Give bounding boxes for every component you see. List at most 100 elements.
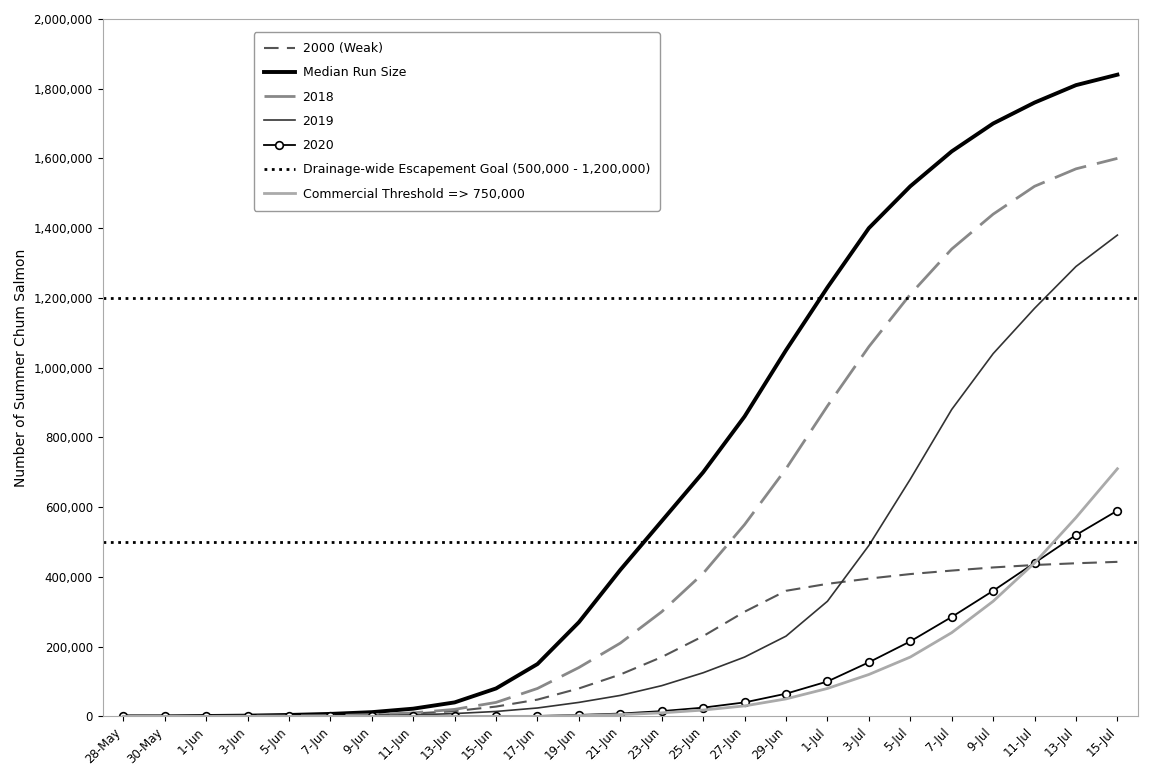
Commercial Threshold => 750,000 [573, 711, 586, 721]
Median Run Size [407, 704, 420, 714]
2020 [1111, 506, 1124, 516]
2000 (Weak) [199, 711, 213, 721]
Commercial Threshold => 750,000 [779, 694, 793, 704]
2000 (Weak) [613, 670, 627, 679]
2020 [158, 711, 172, 721]
2000 (Weak) [407, 709, 420, 718]
Commercial Threshold => 750,000 [1069, 513, 1083, 523]
Median Run Size [490, 684, 503, 693]
Commercial Threshold => 750,000 [324, 711, 338, 721]
2020 [986, 586, 1000, 595]
Median Run Size [116, 711, 130, 721]
2020 [448, 711, 462, 721]
Median Run Size [986, 119, 1000, 128]
Commercial Threshold => 750,000 [696, 705, 710, 714]
2020 [365, 711, 379, 721]
2018 [654, 607, 668, 616]
2000 (Weak) [324, 711, 338, 721]
2018 [613, 639, 627, 648]
Line: Median Run Size: Median Run Size [123, 75, 1117, 716]
2018 [737, 519, 751, 529]
2000 (Weak) [1028, 560, 1041, 569]
2019 [490, 707, 503, 716]
2000 (Weak) [1111, 557, 1124, 566]
2020 [903, 636, 917, 646]
2020 [1069, 530, 1083, 540]
Median Run Size [324, 709, 338, 718]
2020 [945, 612, 958, 622]
2000 (Weak) [282, 711, 296, 721]
2000 (Weak) [820, 580, 834, 589]
2019 [241, 711, 255, 721]
Line: 2018: 2018 [123, 158, 1117, 716]
2018 [1069, 164, 1083, 173]
Commercial Threshold => 750,000 [1028, 558, 1041, 568]
2020 [531, 711, 545, 721]
Median Run Size [199, 711, 213, 721]
2019 [324, 711, 338, 721]
2020 [282, 711, 296, 721]
2018 [365, 710, 379, 719]
2000 (Weak) [986, 562, 1000, 572]
2000 (Weak) [903, 569, 917, 579]
Median Run Size [241, 711, 255, 721]
Median Run Size [820, 282, 834, 292]
2020 [737, 698, 751, 707]
2018 [1028, 182, 1041, 191]
Median Run Size [1111, 70, 1124, 80]
Median Run Size [613, 566, 627, 575]
2020 [324, 711, 338, 721]
Commercial Threshold => 750,000 [945, 628, 958, 637]
2020 [490, 711, 503, 721]
Legend: 2000 (Weak), Median Run Size, 2018, 2019, 2020, Drainage-wide Escapement Goal (5: 2000 (Weak), Median Run Size, 2018, 2019… [253, 32, 660, 211]
2000 (Weak) [573, 684, 586, 693]
2000 (Weak) [490, 702, 503, 711]
Median Run Size [365, 707, 379, 717]
Commercial Threshold => 750,000 [531, 711, 545, 721]
2019 [820, 597, 834, 606]
Commercial Threshold => 750,000 [199, 711, 213, 721]
2000 (Weak) [116, 711, 130, 721]
Line: 2019: 2019 [123, 235, 1117, 716]
2018 [490, 698, 503, 707]
Commercial Threshold => 750,000 [737, 701, 751, 711]
Median Run Size [779, 346, 793, 355]
2019 [1069, 262, 1083, 271]
2018 [986, 210, 1000, 219]
2019 [1111, 230, 1124, 239]
Median Run Size [1028, 98, 1041, 108]
2018 [903, 289, 917, 299]
2000 (Weak) [654, 652, 668, 661]
2020 [654, 707, 668, 716]
Median Run Size [862, 223, 876, 232]
Median Run Size [1069, 80, 1083, 90]
2019 [862, 541, 876, 550]
2019 [696, 668, 710, 678]
Commercial Threshold => 750,000 [490, 711, 503, 721]
2019 [613, 691, 627, 700]
Median Run Size [696, 467, 710, 477]
Median Run Size [448, 698, 462, 707]
2019 [407, 711, 420, 720]
Commercial Threshold => 750,000 [903, 652, 917, 661]
2018 [820, 401, 834, 410]
2018 [199, 711, 213, 721]
2018 [448, 704, 462, 714]
Y-axis label: Number of Summer Chum Salmon: Number of Summer Chum Salmon [14, 249, 28, 487]
2019 [654, 681, 668, 690]
Commercial Threshold => 750,000 [986, 597, 1000, 606]
2000 (Weak) [158, 711, 172, 721]
2020 [116, 711, 130, 721]
2020 [862, 658, 876, 667]
Median Run Size [158, 711, 172, 721]
2020 [696, 703, 710, 712]
Commercial Threshold => 750,000 [654, 708, 668, 718]
2018 [573, 663, 586, 672]
2000 (Weak) [448, 707, 462, 716]
Commercial Threshold => 750,000 [241, 711, 255, 721]
2018 [158, 711, 172, 721]
2000 (Weak) [862, 574, 876, 583]
2019 [903, 474, 917, 484]
2019 [779, 632, 793, 641]
Median Run Size [654, 516, 668, 526]
